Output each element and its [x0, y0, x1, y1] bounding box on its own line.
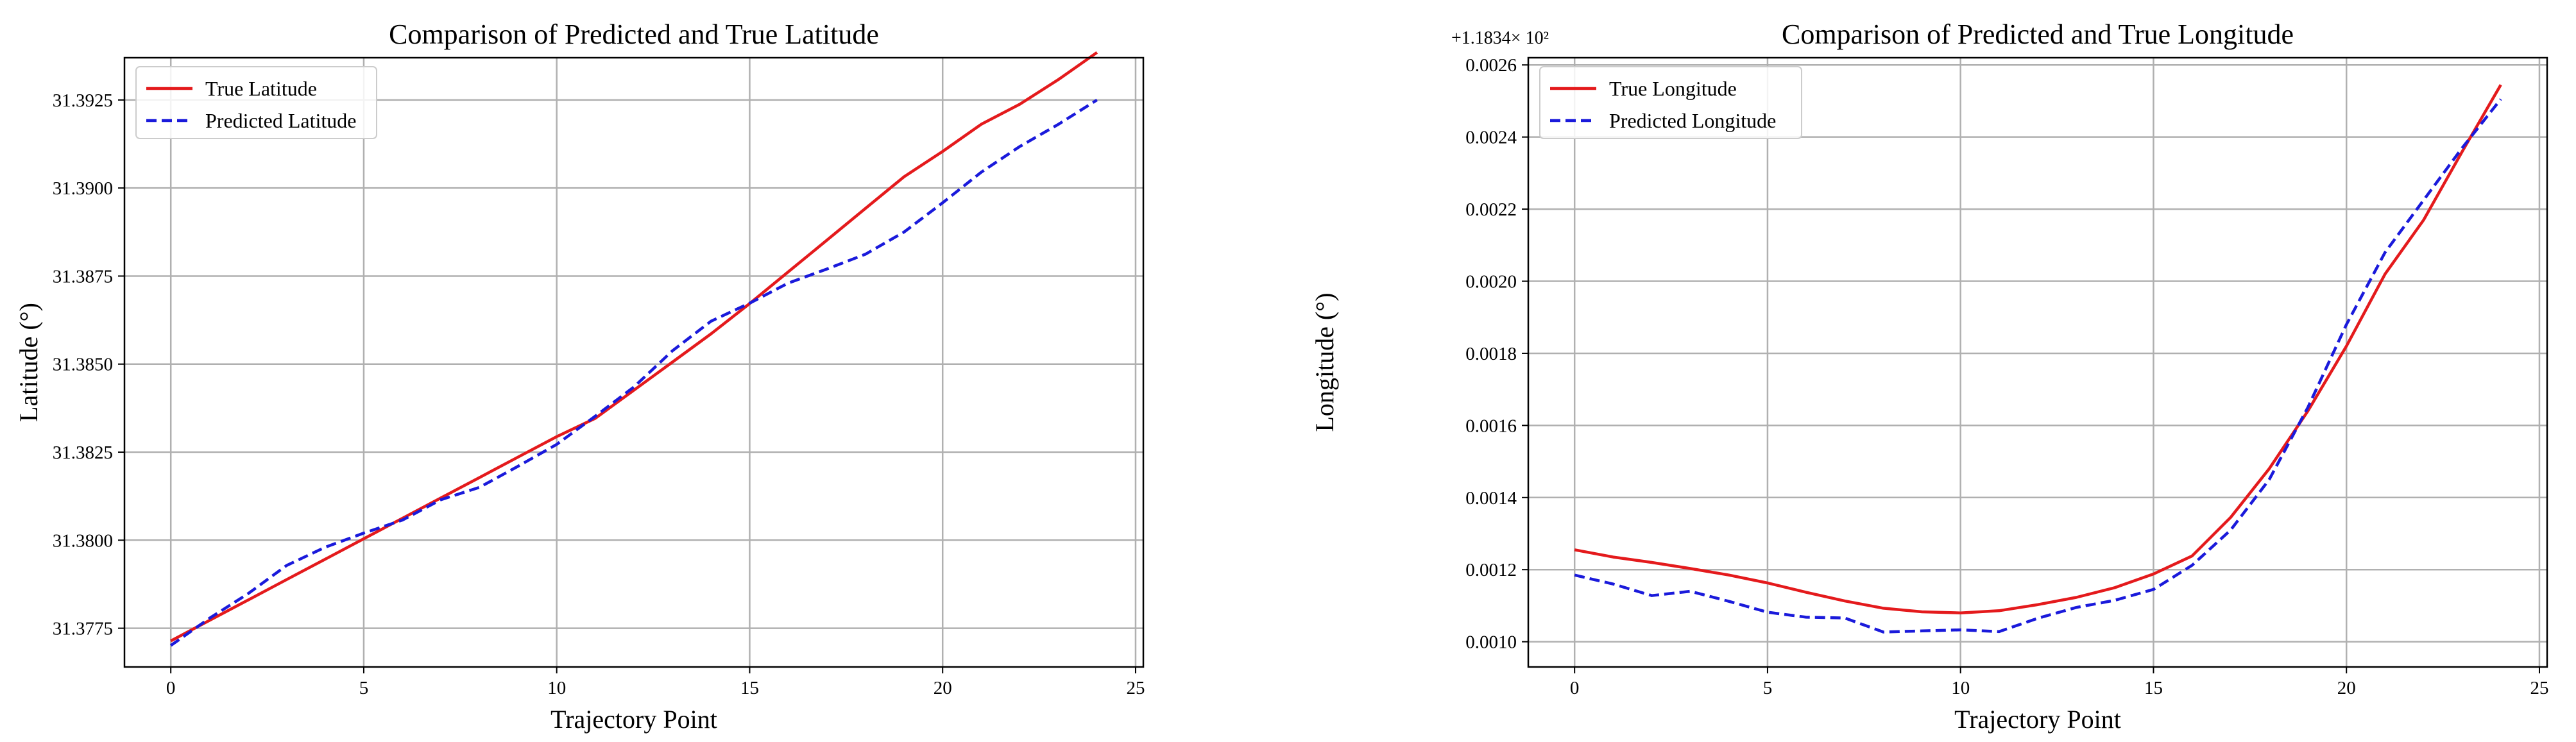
- legend-entry: Predicted Longitude: [1609, 109, 1776, 132]
- y-offset-text: +1.1834× 10²: [1451, 28, 1549, 48]
- latitude-chart: 0 5 10 15 20 25 31.3775 31.3800 31.3825 31.3850 31…: [14, 19, 1145, 734]
- x-tick-label: 25: [2530, 678, 2548, 698]
- y-tick-label: 0.0010: [1465, 632, 1517, 653]
- x-tick-label: 20: [2337, 678, 2356, 698]
- x-tick-label: 15: [740, 678, 759, 698]
- longitude-chart: 0 5 10 15 20 25 0.0010 0.0012 0.0014 0.0016 0.0018…: [1288, 0, 2576, 742]
- x-tick-label: 20: [934, 678, 952, 698]
- true-latitude-line: [170, 51, 1098, 643]
- x-tick-label: 15: [2144, 678, 2163, 698]
- chart-title: Comparison of Predicted and True Latitud…: [389, 19, 879, 50]
- y-tick-label: 31.3800: [53, 530, 113, 551]
- x-axis-label: Trajectory Point: [1954, 705, 2121, 734]
- plot-frame: [1527, 56, 2548, 668]
- y-tick-label: 0.0024: [1465, 128, 1517, 148]
- longitude-plot: 0 5 10 15 20 25 0.0010 0.0012 0.0014 0.0016 0.0018…: [1310, 19, 2548, 734]
- y-tick-label: 31.3850: [53, 355, 113, 375]
- predicted-latitude-line: [169, 98, 1098, 647]
- y-tick-label: 0.0014: [1465, 488, 1517, 509]
- y-tick-label: 0.0016: [1465, 416, 1517, 436]
- y-tick-label: 0.0026: [1465, 55, 1517, 76]
- x-tick-label: 25: [1126, 678, 1145, 698]
- y-axis-label: Latitude (°): [14, 303, 43, 422]
- legend-entry: True Latitude: [205, 77, 317, 100]
- y-tick-label: 0.0012: [1465, 560, 1517, 580]
- true-longitude-line: [1574, 84, 2502, 614]
- x-tick-label: 0: [1570, 678, 1580, 698]
- x-tick-label: 10: [547, 678, 566, 698]
- latitude-plot: 0 5 10 15 20 25 31.3775 31.3800 31.3825 31.3850 31…: [14, 19, 1145, 734]
- legend-box: [1539, 66, 1802, 139]
- x-tick-label: 5: [1763, 678, 1773, 698]
- plot-frame: [123, 56, 1145, 668]
- y-tick-label: 31.3900: [53, 178, 113, 199]
- y-axis-label: Longitude (°): [1310, 292, 1339, 432]
- y-tick-label: 0.0022: [1465, 199, 1517, 220]
- y-tick-label: 31.3875: [53, 266, 113, 287]
- y-tick-label: 31.3775: [53, 619, 113, 639]
- x-tick-label: 10: [1951, 678, 1970, 698]
- chart-title: Comparison of Predicted and True Longitu…: [1782, 19, 2294, 50]
- y-tick-label: 0.0020: [1465, 272, 1517, 292]
- legend-box: [135, 66, 377, 139]
- legend-entry: Predicted Latitude: [205, 109, 356, 132]
- y-tick-label: 31.3825: [53, 443, 113, 463]
- x-tick-label: 5: [359, 678, 369, 698]
- y-tick-label: 0.0018: [1465, 344, 1517, 364]
- x-axis-label: Trajectory Point: [550, 705, 717, 734]
- predicted-longitude-line: [1574, 98, 2502, 634]
- x-tick-label: 0: [166, 678, 176, 698]
- y-tick-label: 31.3925: [53, 90, 113, 111]
- legend-entry: True Longitude: [1609, 77, 1737, 100]
